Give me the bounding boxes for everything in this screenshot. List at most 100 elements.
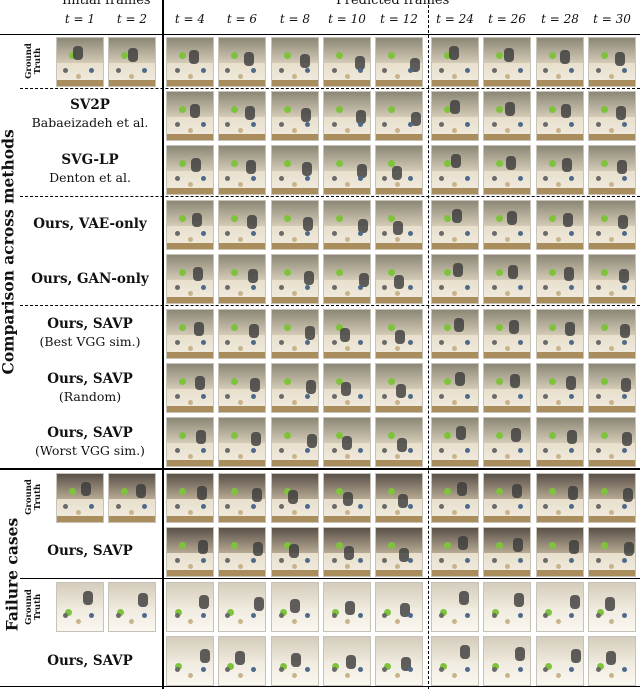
frame-tray-edge	[589, 460, 635, 466]
clutter-object	[596, 340, 601, 345]
dash-after-gt	[20, 88, 640, 89]
clutter-object	[543, 613, 548, 618]
frame-tray-edge	[537, 516, 583, 522]
clutter-object	[505, 400, 510, 405]
clutter-object	[292, 619, 297, 624]
video-frame	[323, 145, 371, 195]
robot-arm	[396, 384, 406, 398]
clutter-object	[305, 448, 310, 453]
video-frame	[431, 145, 479, 195]
frame-tray-edge	[484, 243, 530, 249]
robot-arm	[254, 597, 264, 611]
clutter-object	[465, 613, 470, 618]
clutter-object	[505, 128, 510, 133]
green-object	[444, 269, 451, 276]
video-frame	[483, 363, 531, 413]
video-frame	[483, 37, 531, 87]
clutter-object	[395, 346, 400, 351]
failure-case-separator	[20, 578, 640, 579]
method-name: Ours, SAVP	[47, 425, 133, 441]
video-frame	[431, 200, 479, 250]
clutter-object	[225, 667, 230, 672]
clutter-object	[382, 504, 387, 509]
green-object	[280, 663, 287, 670]
frame-background	[167, 364, 213, 389]
green-object	[227, 663, 234, 670]
frame-background	[537, 310, 583, 335]
clutter-object	[452, 182, 457, 187]
video-frame	[323, 254, 371, 304]
video-frame	[271, 417, 319, 467]
frame-tray-edge	[219, 460, 265, 466]
clutter-object	[452, 454, 457, 459]
clutter-object	[505, 510, 510, 515]
clutter-object	[408, 340, 413, 345]
clutter-object	[395, 128, 400, 133]
video-frame	[536, 527, 584, 577]
row-label-ground-truth: Ground Truth	[24, 43, 43, 79]
robot-arm	[605, 597, 615, 611]
video-frame	[108, 582, 156, 632]
green-object	[284, 488, 291, 495]
clutter-object	[543, 176, 548, 181]
green-object	[231, 378, 238, 385]
video-frame	[536, 473, 584, 523]
frame-tray-edge	[167, 243, 213, 249]
clutter-object	[569, 558, 574, 563]
clutter-object	[492, 504, 497, 509]
bottom-separator	[0, 686, 640, 687]
clutter-object	[622, 122, 627, 127]
dash-after-svg	[20, 196, 640, 197]
clutter-object	[175, 285, 180, 290]
clutter-object	[201, 122, 206, 127]
robot-arm	[560, 50, 570, 64]
video-frame	[271, 363, 319, 413]
robot-arm	[341, 382, 351, 396]
robot-arm	[128, 48, 138, 62]
frame-background	[272, 38, 318, 63]
green-object	[388, 432, 395, 439]
clutter-object	[543, 394, 548, 399]
video-frame	[588, 582, 636, 632]
video-frame	[323, 636, 371, 686]
clutter-object	[175, 667, 180, 672]
video-frame	[375, 473, 423, 523]
clutter-object	[251, 504, 256, 509]
frame-tray-edge	[324, 188, 370, 194]
clutter-object	[116, 504, 121, 509]
clutter-object	[556, 564, 561, 569]
frame-tray-edge	[432, 297, 478, 303]
green-object	[388, 488, 395, 495]
green-object	[388, 52, 395, 59]
frame-tray-edge	[219, 188, 265, 194]
frame-background	[376, 637, 422, 662]
robot-arm	[624, 542, 634, 556]
clutter-object	[439, 340, 444, 345]
green-object	[496, 269, 503, 276]
robot-arm	[565, 322, 575, 336]
frame-background	[589, 92, 635, 117]
clutter-object	[505, 673, 510, 678]
clutter-object	[305, 68, 310, 73]
green-object	[496, 52, 503, 59]
row-label-sv2p: SV2P Babaeizadeh et al.	[20, 97, 160, 131]
robot-arm	[621, 378, 631, 392]
clutter-object	[225, 340, 230, 345]
robot-arm	[356, 110, 366, 124]
method-name: Ours, SAVP	[47, 543, 133, 559]
clutter-object	[142, 504, 147, 509]
robot-arm	[411, 112, 421, 126]
frame-background	[484, 255, 530, 280]
clutter-object	[609, 237, 614, 242]
frame-tray-edge	[219, 80, 265, 86]
green-object	[549, 215, 556, 222]
robot-arm	[453, 263, 463, 277]
video-frame	[536, 417, 584, 467]
clutter-object	[609, 128, 614, 133]
frame-tray-edge	[376, 243, 422, 249]
clutter-object	[492, 285, 497, 290]
frame-tray-edge	[376, 516, 422, 522]
clutter-object	[358, 122, 363, 127]
green-object	[284, 542, 291, 549]
clutter-object	[251, 68, 256, 73]
